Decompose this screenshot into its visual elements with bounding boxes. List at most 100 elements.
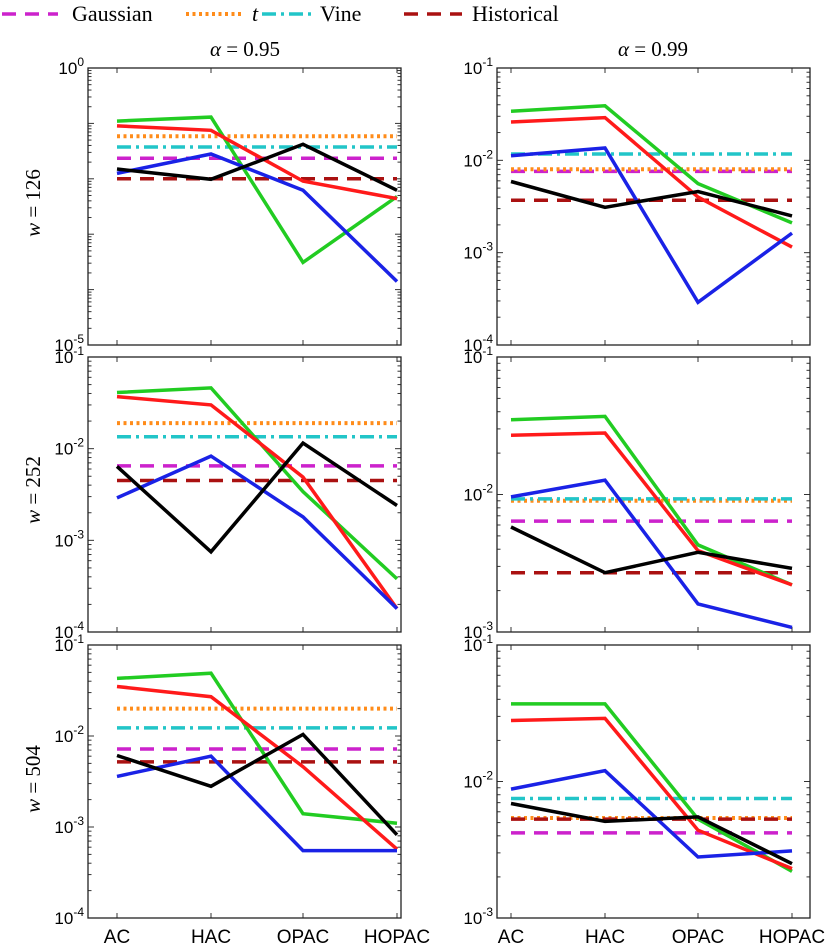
series-hac: [510, 431, 793, 587]
y-tick-base: 10: [54, 440, 73, 459]
y-tick-exponent: -3: [482, 240, 493, 254]
x-tick-label: HAC: [191, 927, 231, 948]
y-tick-label: 10-3: [463, 905, 493, 928]
series-ac: [511, 702, 793, 873]
series-opac: [510, 768, 793, 859]
panel-2-2: 10-310-210-1: [463, 344, 811, 642]
y-tick-base: 10: [54, 818, 73, 837]
row-label-w126: w = 126: [21, 169, 45, 237]
y-tick-label: 10-4: [54, 619, 84, 642]
x-tick-label: AC: [104, 927, 130, 948]
row-label-value: = 252: [21, 456, 45, 510]
y-tick-base: 10: [463, 348, 482, 367]
y-tick-exponent: -1: [482, 632, 493, 646]
panel-frame: [87, 356, 402, 633]
y-tick-base: 10: [54, 909, 73, 928]
y-tick-exponent: -4: [482, 332, 493, 346]
legend-label-gaussian: Gaussian: [72, 1, 153, 26]
y-tick-exponent: -2: [482, 769, 493, 783]
panel-frame: [87, 644, 402, 919]
series-opac: [510, 146, 794, 305]
series-hac: [116, 394, 399, 610]
panel-frame: [87, 67, 402, 346]
column-title-symbol: α: [618, 37, 630, 61]
series-ac: [510, 414, 793, 587]
y-tick-exponent: -4: [73, 905, 84, 919]
axis-ticks: [88, 645, 401, 919]
y-tick-label: 10-1: [463, 55, 493, 78]
y-tick-exponent: -1: [482, 344, 493, 358]
y-tick-label: 10-2: [463, 769, 493, 792]
column-title-alpha-099: α = 0.99: [618, 37, 688, 61]
x-tick-label: AC: [498, 927, 524, 948]
y-tick-base: 10: [463, 773, 482, 792]
y-tick-label: 10-3: [54, 527, 84, 550]
row-label-value: = 504: [21, 745, 45, 799]
panel-frame: [496, 67, 811, 346]
legend-entry-vine: Vine: [262, 1, 361, 26]
y-tick-base: 10: [463, 151, 482, 170]
y-tick-base: 10: [54, 336, 73, 355]
y-tick-label: 10-5: [54, 332, 84, 355]
y-tick-exponent: -1: [73, 344, 84, 358]
legend-entry-t: t: [186, 1, 259, 26]
y-tick-label: 10-2: [54, 436, 84, 459]
y-tick-label: 10-4: [54, 905, 84, 928]
series-hopac: [510, 801, 793, 866]
column-title-alpha-095: α = 0.95: [210, 37, 280, 61]
series-hac: [510, 115, 793, 249]
legend-entry-gaussian: Gaussian: [2, 1, 153, 26]
y-tick-label: 10-3: [463, 619, 493, 642]
y-tick-label: 10-1: [463, 344, 493, 367]
plot-area: [88, 645, 401, 918]
legend-label-historical: Historical: [472, 1, 559, 26]
y-tick-base: 10: [54, 636, 73, 655]
series-hac: [116, 124, 398, 201]
panel-frame: [496, 356, 811, 633]
column-title-value: = 0.95: [221, 37, 280, 61]
y-tick-label: 10-3: [54, 814, 84, 837]
series-ac: [116, 115, 399, 265]
row-label-w504: w = 504: [21, 745, 45, 813]
series-opac: [116, 454, 399, 610]
y-tick-base: 10: [54, 348, 73, 367]
series-opac: [116, 754, 397, 853]
plot-area: [88, 357, 401, 632]
y-tick-label: 10-2: [463, 482, 493, 505]
series-hopac: [116, 142, 398, 192]
y-tick-exponent: -4: [73, 619, 84, 633]
series-hac: [510, 716, 793, 871]
row-label-symbol: w: [21, 799, 45, 813]
x-tick-label: HOPAC: [759, 927, 825, 948]
y-tick-base: 10: [463, 244, 482, 263]
y-tick-exponent: -2: [482, 147, 493, 161]
y-tick-exponent: -5: [73, 332, 84, 346]
y-tick-label: 10-2: [54, 723, 84, 746]
column-title-symbol: α: [210, 37, 222, 61]
legend-label-t: t: [252, 1, 259, 26]
panels: 10-510010-410-310-210-110-410-310-210-11…: [54, 55, 825, 948]
panel-1-2: 10-410-310-210-1: [463, 55, 811, 355]
y-tick-exponent: -3: [482, 905, 493, 919]
series-opac: [116, 152, 399, 283]
panel-2-1: 10-410-310-210-1: [54, 344, 402, 642]
y-tick-base: 10: [54, 623, 73, 642]
y-tick-base: 10: [463, 909, 482, 928]
row-label-w252: w = 252: [21, 456, 45, 524]
y-tick-base: 10: [463, 336, 482, 355]
panel-3-2: 10-310-210-1AC HAC OPAC HOPAC: [463, 632, 825, 948]
y-tick-label: 10-1: [463, 632, 493, 655]
y-tick-exponent: -1: [73, 632, 84, 646]
column-title-value: = 0.99: [629, 37, 688, 61]
y-tick-exponent: -2: [482, 482, 493, 496]
y-tick-label: 10-3: [463, 240, 493, 263]
series-ac: [116, 671, 398, 825]
y-tick-exponent: -3: [482, 619, 493, 633]
series-hac: [116, 684, 399, 851]
row-label-value: = 126: [21, 169, 45, 223]
y-tick-base: 10: [54, 531, 73, 550]
panel-frame: [496, 644, 811, 919]
y-tick-base: 10: [463, 59, 482, 78]
y-tick-exponent: -2: [73, 723, 84, 737]
